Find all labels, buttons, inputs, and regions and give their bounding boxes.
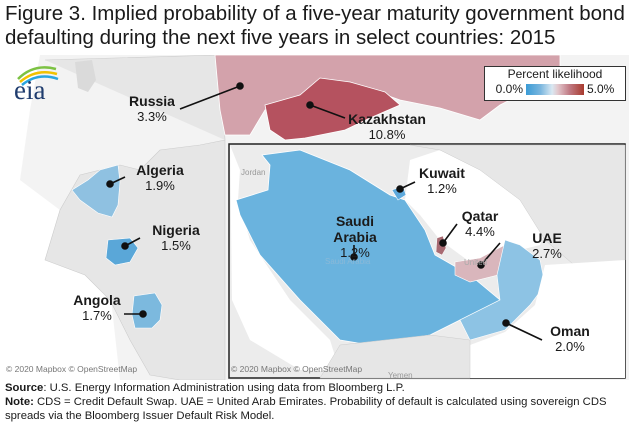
basemap xyxy=(0,55,629,380)
legend-gradient xyxy=(526,83,584,95)
source-text: : U.S. Energy Information Administration… xyxy=(43,382,405,394)
legend-title: Percent likelihood xyxy=(507,67,603,81)
label-russia: Russia 3.3% xyxy=(129,93,175,124)
basemap-label-united: United xyxy=(464,258,488,267)
note-text: CDS = Credit Default Swap. UAE = United … xyxy=(5,396,607,423)
basemap-label-yemen: Yemen xyxy=(388,371,413,380)
label-uae: UAE 2.7% xyxy=(532,230,562,261)
attribution-main[interactable]: © 2020 Mapbox © OpenStreetMap xyxy=(6,364,138,374)
basemap-label-jordan: Jordan xyxy=(241,168,266,177)
figure-title: Figure 3. Implied probability of a five-… xyxy=(5,2,625,49)
attribution-inset[interactable]: © 2020 Mapbox © OpenStreetMap xyxy=(231,364,363,374)
eia-logo-text: eia xyxy=(14,75,46,105)
legend-min: 0.0% xyxy=(495,82,523,96)
label-qatar: Qatar 4.4% xyxy=(461,208,499,239)
label-kuwait: Kuwait 1.2% xyxy=(419,165,465,196)
label-saudi-arabia: Saudi Arabia 1.2% xyxy=(333,213,377,260)
label-algeria: Algeria 1.9% xyxy=(136,162,184,193)
note-label: Note: xyxy=(5,396,34,409)
eia-logo-icon: eia xyxy=(12,61,62,105)
map[interactable]: eia Jordan United Saudi Arabia Yemen Rus… xyxy=(0,55,629,380)
label-oman: Oman 2.0% xyxy=(550,323,590,354)
source-label: Source xyxy=(5,382,44,394)
label-kazakhstan: Kazakhstan 10.8% xyxy=(348,111,426,142)
basemap-label-saudi-arabia: Saudi Arabia xyxy=(325,257,371,266)
label-angola: Angola 1.7% xyxy=(73,292,121,323)
label-nigeria: Nigeria 1.5% xyxy=(152,222,200,253)
footer: Source: U.S. Energy Information Administ… xyxy=(5,381,625,424)
legend: Percent likelihood 0.0% 5.0% xyxy=(484,66,626,101)
legend-max: 5.0% xyxy=(587,82,615,96)
